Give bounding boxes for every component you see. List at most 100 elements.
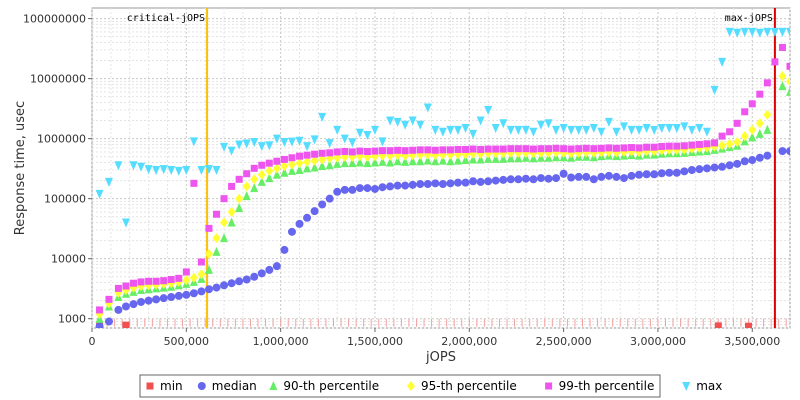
x-tick-label: 500,000: [164, 335, 210, 348]
point-max: [197, 166, 206, 176]
point-max: [635, 125, 644, 135]
point-99-th-percentile: [190, 179, 198, 187]
point-max: [725, 27, 734, 37]
point-median: [280, 245, 289, 254]
point-max: [740, 27, 749, 37]
point-max: [604, 117, 613, 127]
point-90-th-percentile: [325, 160, 334, 170]
point-90-th-percentile: [469, 154, 478, 164]
point-90-th-percentile: [786, 86, 790, 96]
point-90-th-percentile: [333, 158, 342, 168]
point-99-th-percentile: [590, 145, 598, 153]
point-99-th-percentile: [635, 144, 643, 152]
point-99-th-percentile: [786, 62, 790, 70]
point-max: [355, 128, 364, 138]
point-95-th-percentile: [197, 269, 206, 280]
point-median: [121, 302, 130, 311]
point-max: [529, 127, 538, 137]
point-max: [619, 122, 628, 132]
point-median: [104, 317, 113, 326]
point-99-th-percentile: [160, 277, 168, 285]
point-max: [423, 103, 432, 113]
point-90-th-percentile: [393, 156, 402, 166]
point-max: [220, 142, 229, 152]
point-median: [725, 161, 734, 170]
point-median: [318, 200, 327, 209]
point-99-th-percentile: [529, 145, 537, 153]
point-median: [650, 170, 659, 179]
point-max: [325, 139, 334, 149]
point-95-th-percentile: [295, 158, 304, 169]
point-max: [680, 122, 689, 132]
point-max: [453, 125, 462, 135]
point-median: [748, 156, 757, 165]
point-max: [461, 124, 470, 134]
point-90-th-percentile: [446, 156, 455, 166]
point-99-th-percentile: [145, 277, 153, 285]
point-90-th-percentile: [235, 202, 244, 212]
point-95-th-percentile: [265, 165, 274, 176]
point-median: [325, 194, 334, 203]
point-median: [695, 165, 704, 174]
point-99-th-percentile: [363, 148, 371, 156]
point-max: [393, 117, 402, 127]
point-95-th-percentile: [272, 163, 281, 174]
point-median: [182, 290, 191, 299]
point-99-th-percentile: [386, 147, 394, 155]
point-95-th-percentile: [318, 154, 327, 165]
point-95-th-percentile: [763, 109, 772, 120]
point-max: [235, 140, 244, 150]
point-max: [582, 125, 591, 135]
point-max: [544, 119, 553, 129]
point-median: [786, 147, 790, 156]
point-max: [748, 27, 757, 37]
series-median: [95, 147, 790, 328]
point-max: [755, 28, 764, 38]
point-99-th-percentile: [612, 144, 620, 152]
point-99-th-percentile: [695, 140, 703, 148]
point-median: [227, 279, 236, 288]
legend-label: min: [160, 379, 183, 393]
legend-label: 90-th percentile: [283, 379, 379, 393]
point-median: [272, 262, 281, 271]
point-max: [378, 137, 387, 147]
point-max: [702, 127, 711, 137]
point-99-th-percentile: [265, 159, 273, 167]
point-max: [303, 142, 312, 152]
point-99-th-percentile: [756, 90, 764, 98]
point-median: [665, 168, 674, 177]
point-max: [340, 134, 349, 144]
point-max: [506, 125, 515, 135]
point-99-th-percentile: [348, 148, 356, 156]
point-90-th-percentile: [363, 158, 372, 168]
point-median: [453, 178, 462, 187]
point-median: [303, 213, 312, 222]
point-99-th-percentile: [718, 132, 726, 140]
point-95-th-percentile: [303, 156, 312, 167]
point-90-th-percentile: [484, 153, 493, 163]
point-95-th-percentile: [310, 155, 319, 166]
point-99-th-percentile: [213, 210, 221, 218]
point-99-th-percentile: [416, 146, 424, 154]
point-99-th-percentile: [152, 277, 160, 285]
legend-marker-max: [682, 382, 691, 391]
point-max: [657, 124, 666, 134]
point-max: [386, 116, 395, 126]
legend-marker-90-th-percentile: [269, 381, 278, 390]
point-99-th-percentile: [243, 170, 251, 178]
point-median: [355, 184, 364, 193]
legend-label: 95-th percentile: [421, 379, 517, 393]
point-90-th-percentile: [280, 167, 289, 177]
point-median: [446, 179, 455, 188]
legend: min median 90-th percentile 95-th percentil…: [139, 374, 722, 398]
point-90-th-percentile: [438, 155, 447, 165]
point-99-th-percentile: [220, 195, 228, 203]
y-tick-label: 1000: [58, 313, 86, 326]
point-99-th-percentile: [250, 164, 258, 172]
point-95-th-percentile: [204, 248, 213, 259]
point-min: [122, 321, 130, 328]
point-max: [642, 124, 651, 134]
point-max: [786, 27, 790, 37]
point-median: [416, 180, 425, 189]
point-99-th-percentile: [741, 108, 749, 116]
